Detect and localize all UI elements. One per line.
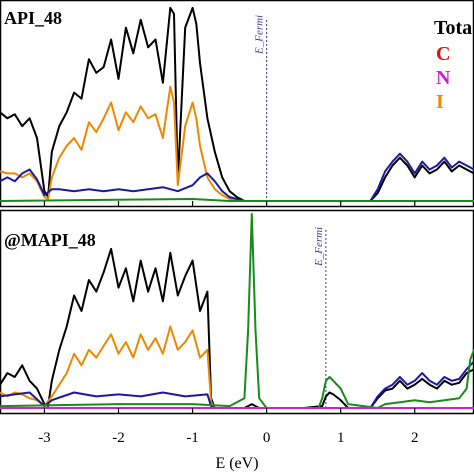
series-top-pb (0, 152, 474, 202)
series-bottom-total (0, 247, 474, 409)
x-tick-label: -2 (112, 430, 125, 446)
series-top-i (0, 85, 474, 202)
x-tick-label: 0 (263, 430, 271, 446)
fermi-label-bottom: E_Fermi (313, 227, 325, 267)
panel-top: E_Fermi API_48 Tota CNI (0, 0, 474, 208)
x-axis: -3 -2 -1 0 1 2 (38, 201, 419, 446)
series-bottom-i (0, 325, 474, 409)
fermi-label-top: E_Fermi (254, 15, 266, 55)
legend-item-c: C (436, 43, 450, 65)
x-tick-label: -3 (38, 430, 51, 446)
legend-item-n: N (436, 67, 451, 89)
series-top-tota (0, 6, 474, 202)
panel-top-frame (0, 0, 474, 208)
legend-item-tota: Tota (434, 17, 472, 39)
legend-item-i: I (436, 91, 444, 113)
panel-top-title: API_48 (4, 8, 62, 28)
x-tick-label: 2 (411, 430, 419, 446)
x-tick-label: -1 (186, 430, 199, 446)
x-axis-label: E (eV) (215, 455, 258, 472)
series-top-c (0, 198, 474, 202)
panel-bottom-title: @MAPI_48 (4, 230, 96, 250)
x-tick-label: 1 (337, 430, 345, 446)
series-bottom-c (0, 213, 474, 409)
panel-bottom: E_Fermi @MAPI_48 (0, 209, 474, 415)
